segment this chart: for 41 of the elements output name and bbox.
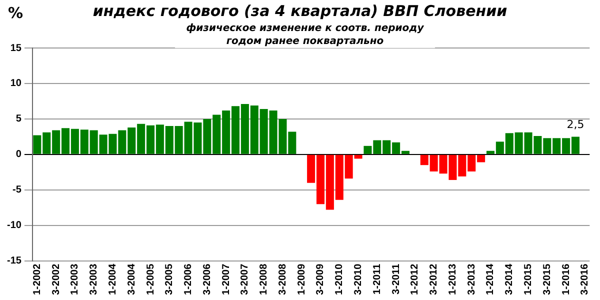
x-tick-label: 3-2014 <box>504 263 516 296</box>
x-tick-label: 3-2016 <box>580 263 591 296</box>
y-tick-label: 15 <box>10 42 22 54</box>
x-tick-label: 1-2014 <box>485 263 496 296</box>
x-tick-label: 3-2005 <box>164 263 176 296</box>
x-tick-label: 1-2005 <box>145 263 156 296</box>
x-tick-label: 1-2016 <box>560 263 572 296</box>
x-tick-label: 3-2009 <box>315 263 326 296</box>
x-tick-label: 3-2007 <box>240 263 251 296</box>
x-tick-label: 1-2011 <box>372 263 383 294</box>
x-tick-label: 1-2013 <box>447 263 458 296</box>
x-tick-label: 3-2011 <box>390 263 402 294</box>
x-tick-label: 1-2002 <box>32 263 43 296</box>
y-tick-label: 10 <box>10 78 22 90</box>
x-tick-label: 3-2015 <box>542 263 553 296</box>
y-tick-label: -15 <box>7 256 22 267</box>
x-tick-label: 1-2003 <box>70 263 81 296</box>
chart-title: индекс годового (за 4 квартала) ВВП Словении <box>60 2 540 20</box>
y-tick-label: -10 <box>7 220 22 232</box>
x-tick-label: 1-2015 <box>523 263 534 296</box>
y-tick-label: 0 <box>16 149 22 160</box>
x-tick-label: 1-2012 <box>410 263 421 296</box>
y-axis-title: % <box>8 4 24 22</box>
chart-subtitle: физическое изменение к соотв. периоду годом ранее поквартально <box>175 22 435 48</box>
x-tick-label: 3-2008 <box>277 263 288 296</box>
x-tick-label: 3-2003 <box>88 263 100 296</box>
x-tick-label: 3-2013 <box>466 263 478 296</box>
x-tick-label: 1-2010 <box>334 263 346 296</box>
x-tick-label: 1-2008 <box>258 263 270 296</box>
x-tick-label: 3-2010 <box>353 263 364 296</box>
x-tick-label: 1-2004 <box>107 263 118 296</box>
x-tick-label: 3-2012 <box>428 263 440 296</box>
x-tick-label: 1-2006 <box>183 263 194 296</box>
x-tick-label: 1-2009 <box>296 263 308 296</box>
y-tick-label: 5 <box>16 114 22 125</box>
x-tick-label: 3-2006 <box>202 263 213 296</box>
data-label: 2,5 <box>566 118 584 132</box>
y-tick-label: -5 <box>12 184 22 196</box>
x-tick-label: 3-2002 <box>50 263 62 296</box>
x-tick-label: 3-2004 <box>126 263 138 296</box>
x-tick-label: 1-2007 <box>220 263 232 296</box>
